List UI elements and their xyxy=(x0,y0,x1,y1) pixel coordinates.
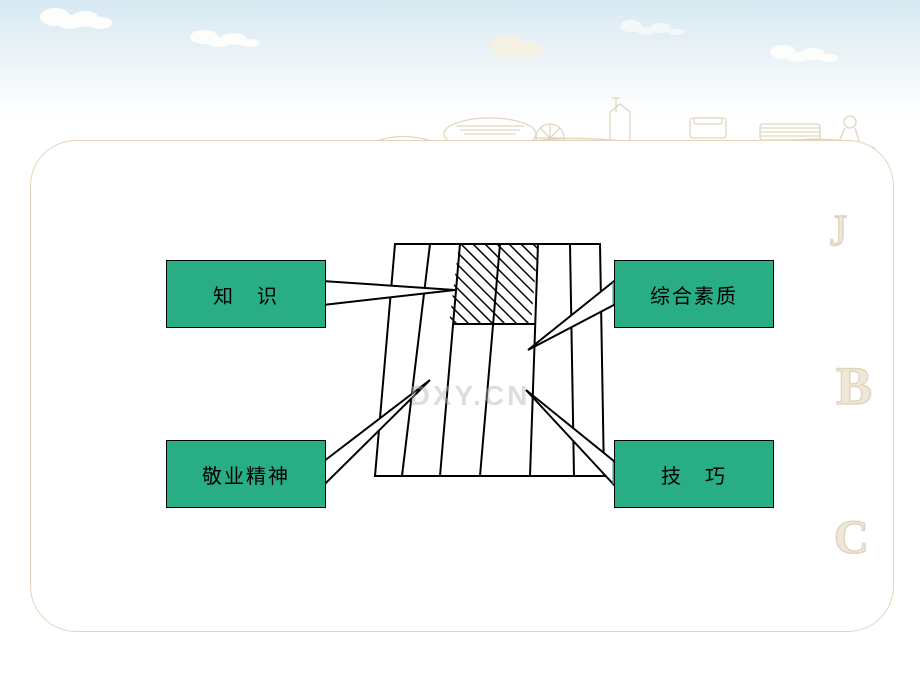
label-box-knowledge: 知 识 xyxy=(166,260,326,328)
cloud-decoration xyxy=(190,30,218,44)
label-box-skill: 技 巧 xyxy=(614,440,774,508)
label-box-dedication: 敬业精神 xyxy=(166,440,326,508)
cloud-decoration xyxy=(620,20,642,32)
cloud-decoration xyxy=(490,35,526,57)
label-text: 技 巧 xyxy=(661,460,727,489)
label-text: 敬业精神 xyxy=(202,460,290,489)
cloud-decoration xyxy=(770,45,796,59)
label-text: 知 识 xyxy=(213,280,279,309)
label-box-quality: 综合素质 xyxy=(614,260,774,328)
label-text: 综合素质 xyxy=(650,280,738,309)
diagram-svg xyxy=(60,160,860,580)
cloud-decoration xyxy=(40,8,70,26)
sky-background xyxy=(0,0,920,120)
